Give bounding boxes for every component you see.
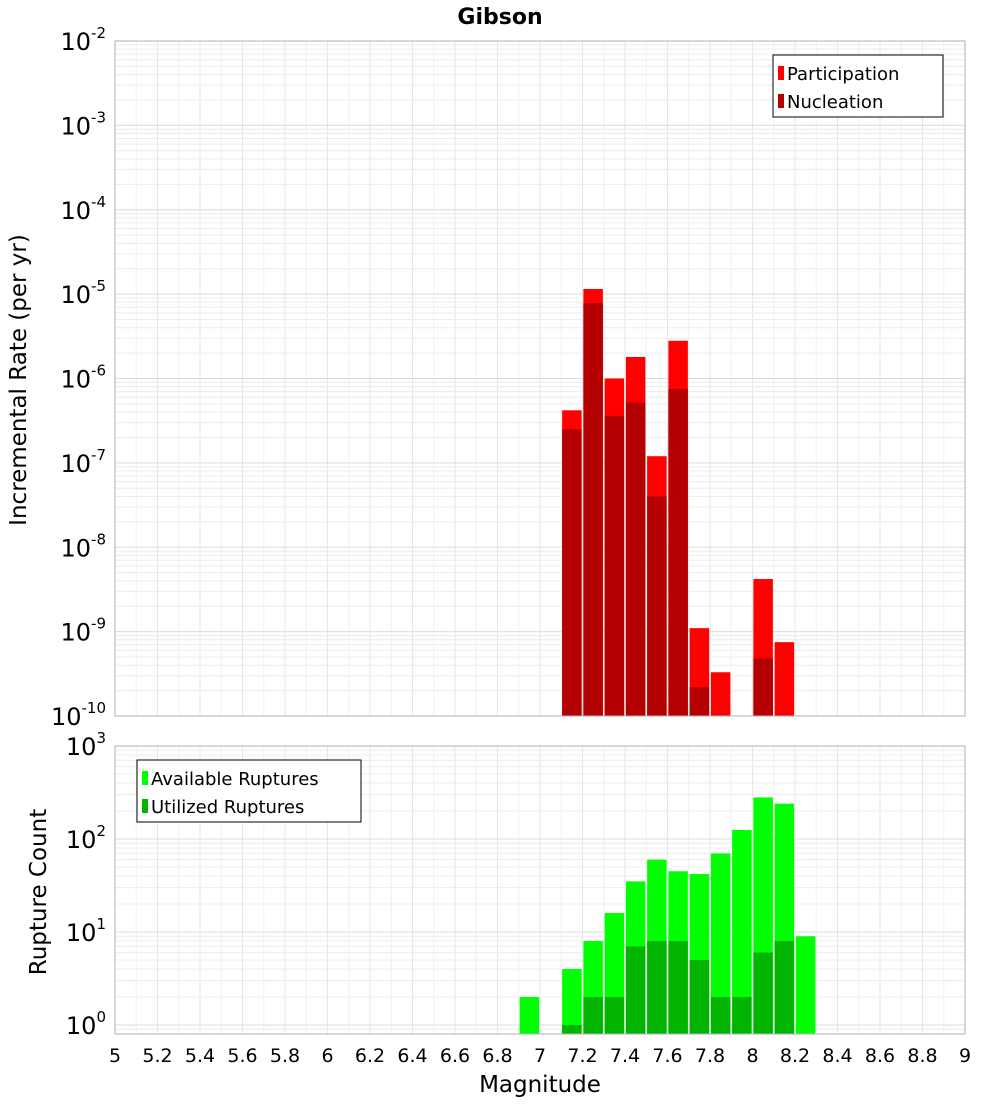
top-plot-border: [114, 40, 966, 717]
x-tick-label: 5.2: [142, 1045, 172, 1067]
bottom-y-tick-label: 102: [66, 822, 106, 854]
x-tick-label: 7.6: [652, 1045, 682, 1067]
top-y-axis-label: Incremental Rate (per yr): [6, 234, 32, 526]
x-tick-label: 5.6: [227, 1045, 257, 1067]
bottom-bar-1-3: [604, 996, 625, 1034]
top-bar-1-0: [562, 429, 582, 716]
bottom-bar-0-8: [710, 853, 731, 1034]
x-tick-label: 8.6: [865, 1045, 895, 1067]
top-legend-swatch-1: [778, 94, 784, 108]
bottom-y-axis-label: Rupture Count: [26, 809, 52, 975]
x-ticks: 5 5.2 5.4 5.6 5.8 6 6.2 6.4 6.6 6.8 7 7.2 7.4 7.6 7.8 8…: [109, 1045, 971, 1067]
top-legend-swatch-0: [778, 66, 784, 80]
top-bars: [562, 289, 795, 716]
top-bar-1-3: [625, 402, 646, 716]
top-y-tick-label: 10-5: [60, 277, 106, 309]
x-tick-label: 9: [959, 1045, 971, 1067]
bottom-bar-1-5: [647, 941, 667, 1034]
x-tick-label: 7.8: [695, 1045, 725, 1067]
bottom-bar-1-2: [583, 996, 603, 1034]
top-bar-1-8: [753, 658, 773, 716]
top-y-ticks: 10-10 10-9 10-8 10-7 10-6 10-5 10-4 10-3 10-2: [51, 24, 106, 731]
bottom-y-tick-label: 103: [66, 729, 106, 761]
top-series-1: [562, 303, 773, 716]
top-bar-1-1: [583, 303, 603, 716]
bottom-bar-1-9: [732, 996, 752, 1034]
bottom-y-tick-label: 100: [66, 1008, 106, 1040]
x-tick-label: 6.4: [397, 1045, 427, 1067]
bottom-series-1: [562, 941, 795, 1034]
top-y-tick-label: 10-3: [60, 108, 106, 140]
top-legend-label-1: Nucleation: [787, 92, 883, 113]
bottom-bar-1-6: [668, 941, 688, 1034]
bottom-bar-0-12: [795, 936, 816, 1034]
top-legend: Participation Nucleation: [772, 54, 944, 118]
bottom-bar-1-8: [710, 996, 731, 1034]
top-y-tick-label: 10-9: [60, 615, 106, 647]
x-tick-label: 6: [321, 1045, 333, 1067]
bottom-bar-0-1: [562, 968, 582, 1034]
top-y-tick-label: 10-2: [60, 24, 106, 56]
bottom-bar-1-1: [562, 1024, 582, 1034]
x-tick-label: 6.6: [440, 1045, 470, 1067]
top-bar-1-5: [668, 389, 688, 716]
top-legend-box: [772, 54, 944, 118]
bottom-y-tick-label: 101: [66, 915, 106, 947]
bottom-legend-box: [136, 759, 362, 823]
bottom-bars: [519, 797, 816, 1034]
bottom-legend: Available Ruptures Utilized Ruptures: [136, 759, 362, 823]
bottom-y-ticks: 100 101 102 103: [66, 729, 106, 1040]
bottom-bar-0-0: [519, 996, 540, 1034]
top-bar-1-2: [604, 415, 625, 716]
top-bar-1-4: [647, 496, 667, 716]
top-legend-label-0: Participation: [787, 64, 899, 85]
top-y-tick-label: 10-7: [60, 446, 106, 478]
top-bar-0-9: [774, 642, 795, 716]
x-tick-label: 7.2: [567, 1045, 597, 1067]
bottom-legend-label-0: Available Ruptures: [151, 769, 319, 790]
x-tick-label: 8.2: [780, 1045, 810, 1067]
bottom-bar-0-9: [732, 829, 752, 1034]
x-tick-label: 6.8: [482, 1045, 512, 1067]
top-y-tick-label: 10-8: [60, 530, 106, 562]
x-tick-label: 7: [534, 1045, 546, 1067]
top-y-tick-label: 10-10: [51, 699, 106, 731]
chart-title: Gibson: [457, 5, 542, 30]
top-y-tick-label: 10-4: [60, 193, 106, 225]
x-tick-label: 5: [109, 1045, 121, 1067]
top-y-tick-label: 10-6: [60, 362, 106, 394]
bottom-bar-1-7: [689, 959, 710, 1034]
x-axis-label: Magnitude: [479, 1072, 601, 1098]
top-grid: [114, 40, 966, 717]
bottom-bar-1-10: [753, 952, 773, 1034]
top-panel: 10-10 10-9 10-8 10-7 10-6 10-5 10-4 10-3 10-2 Par…: [51, 24, 966, 731]
bottom-bar-1-4: [625, 946, 646, 1034]
x-tick-label: 6.2: [355, 1045, 385, 1067]
x-tick-label: 7.4: [610, 1045, 640, 1067]
bottom-plot-border: [114, 745, 966, 1035]
bottom-legend-label-1: Utilized Ruptures: [151, 797, 304, 818]
x-tick-label: 8.4: [822, 1045, 852, 1067]
x-tick-label: 5.4: [185, 1045, 215, 1067]
top-bar-1-6: [689, 687, 710, 716]
x-tick-label: 5.8: [270, 1045, 300, 1067]
bottom-bar-1-11: [774, 941, 795, 1034]
x-tick-label: 8.8: [907, 1045, 937, 1067]
bottom-legend-swatch-0: [142, 771, 148, 785]
top-bar-0-7: [710, 672, 731, 716]
x-tick-label: 8: [746, 1045, 758, 1067]
bottom-legend-swatch-1: [142, 799, 148, 813]
